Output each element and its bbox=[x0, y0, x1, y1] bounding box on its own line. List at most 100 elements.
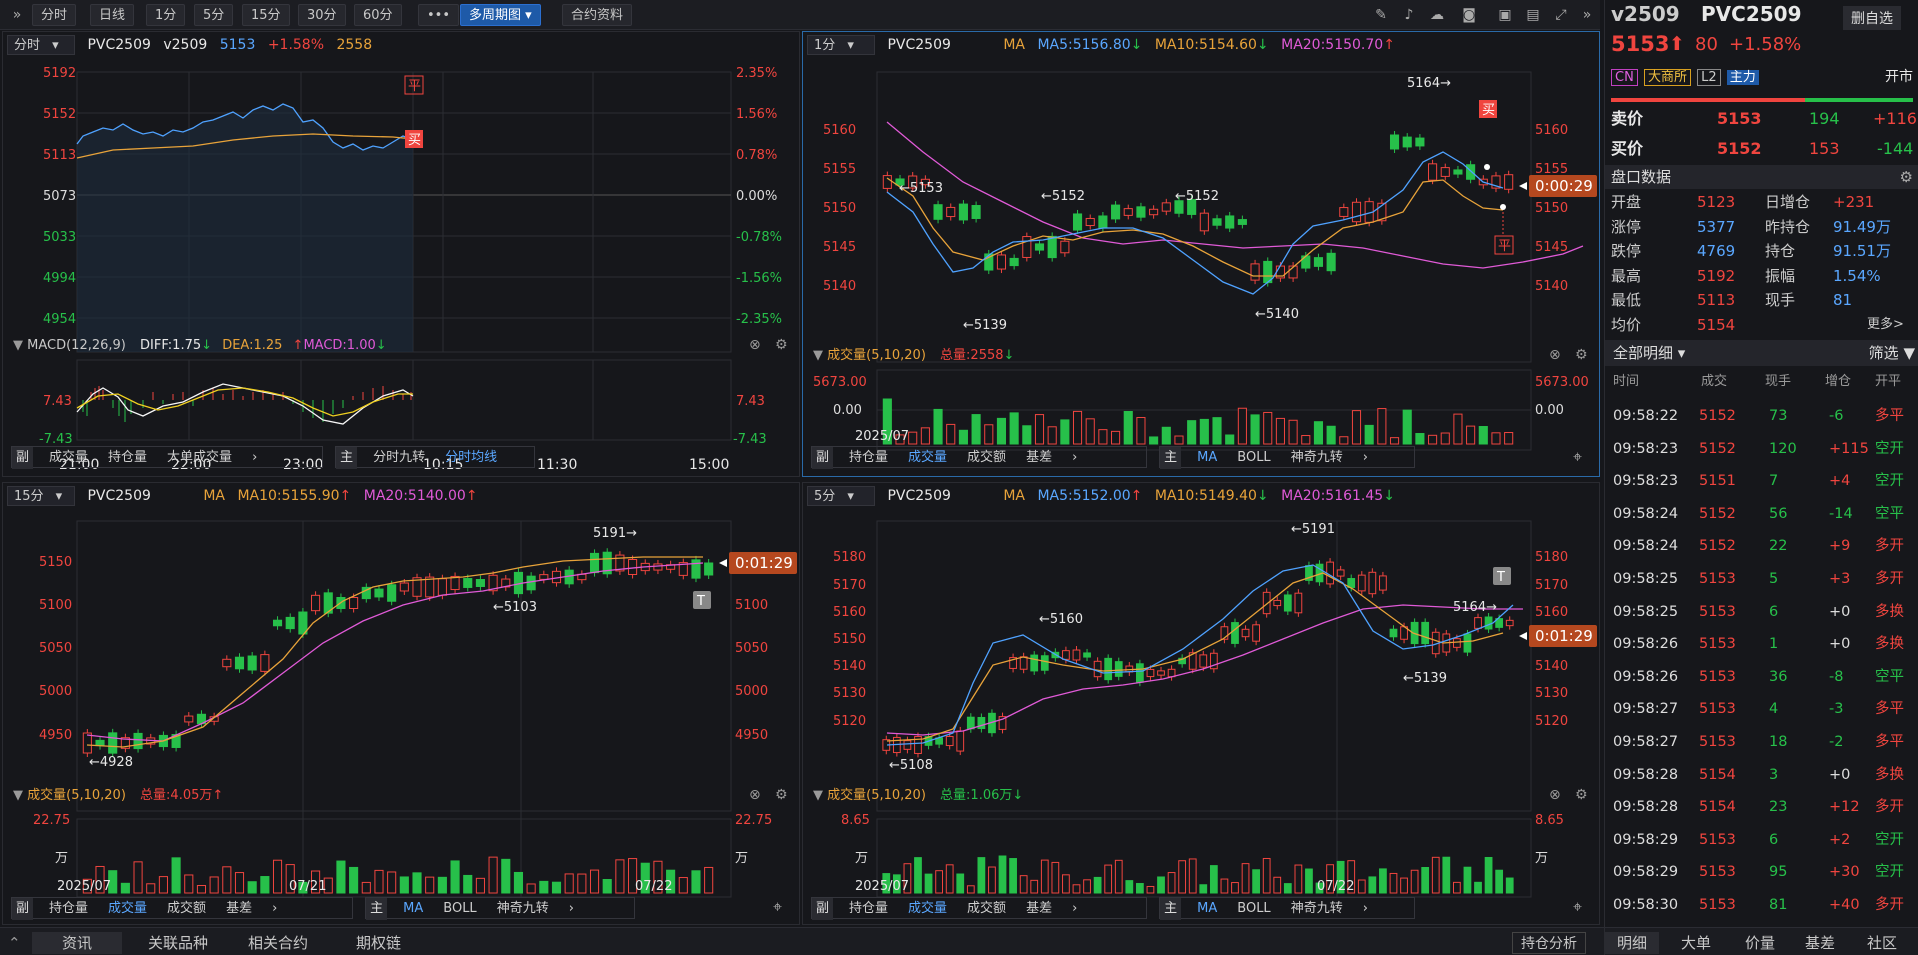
sub-item-volume[interactable]: 成交量 bbox=[908, 901, 948, 916]
period-fenshi[interactable]: 分时 bbox=[32, 4, 77, 26]
trade-row[interactable]: 09:58:28 5154 3 +0 多换 bbox=[1605, 759, 1918, 792]
tab-options[interactable]: 期权链 bbox=[356, 934, 402, 952]
main-item-avg[interactable]: 分时均线 bbox=[445, 450, 498, 465]
chevron-right-icon[interactable]: › bbox=[1072, 450, 1078, 465]
period-1m[interactable]: 1分 bbox=[146, 4, 186, 26]
sub-item-amount[interactable]: 成交额 bbox=[967, 901, 1007, 916]
trade-row[interactable]: 09:58:26 5153 36 -8 空平 bbox=[1605, 661, 1918, 694]
chevron-right-icon[interactable]: › bbox=[1362, 901, 1368, 916]
position-analysis-button[interactable]: 持仓分析 bbox=[1512, 932, 1586, 954]
collapse-icon[interactable]: ▼ bbox=[13, 338, 23, 353]
sub-item-basis[interactable]: 基差 bbox=[226, 901, 253, 916]
period-select[interactable]: 1分 ▾ bbox=[807, 35, 875, 55]
detail-dropdown[interactable]: 全部明细 ▾ bbox=[1613, 344, 1686, 362]
main-item-boll[interactable]: BOLL bbox=[443, 901, 477, 916]
location-pin-icon[interactable]: ⌖ bbox=[1573, 897, 1583, 916]
settings-icon[interactable]: ⚙ bbox=[775, 787, 788, 803]
trade-row[interactable]: 09:58:29 5153 95 +30 空开 bbox=[1605, 856, 1918, 889]
contract-info-button[interactable]: 合约资料 bbox=[562, 4, 633, 26]
settings-icon[interactable]: ⚙ bbox=[775, 337, 788, 353]
trade-row[interactable]: 09:58:25 5153 6 +0 多换 bbox=[1605, 596, 1918, 629]
collapse-up-icon[interactable]: ⌃ bbox=[8, 934, 21, 952]
chevron-right-icon[interactable]: › bbox=[272, 901, 278, 916]
trade-row[interactable]: 09:58:23 5151 7 +4 空开 bbox=[1605, 465, 1918, 498]
collapse-icon[interactable]: ▼ bbox=[813, 348, 823, 363]
trade-row[interactable]: 09:58:22 5152 73 -6 多平 bbox=[1605, 400, 1918, 433]
period-30m[interactable]: 30分 bbox=[298, 4, 346, 26]
close-icon[interactable]: ⊗ bbox=[749, 337, 761, 353]
chevron-right-icon[interactable]: › bbox=[1072, 901, 1078, 916]
kline-5min-chart[interactable]: 5180 5170 5160 5150 5140 5130 5120 5180 5170 516… bbox=[803, 483, 1601, 926]
fullscreen-icon[interactable]: ⤢ bbox=[1555, 7, 1567, 23]
location-pin-icon[interactable]: ⌖ bbox=[773, 897, 783, 916]
save-icon[interactable]: ▣ bbox=[1498, 7, 1512, 23]
intraday-chart[interactable]: 5192 5152 5113 5073 5033 4994 4954 2.35%… bbox=[3, 32, 801, 478]
main-item-ma[interactable]: MA bbox=[1197, 450, 1218, 465]
collapse-right-icon[interactable]: » bbox=[1582, 7, 1592, 23]
tab-contracts[interactable]: 相关合约 bbox=[248, 934, 309, 952]
tab-detail[interactable]: 明细 bbox=[1605, 932, 1660, 954]
main-item-ma[interactable]: MA bbox=[403, 901, 424, 916]
tab-news[interactable]: 资讯 bbox=[32, 932, 123, 954]
trade-row[interactable]: 09:58:29 5153 6 +2 空开 bbox=[1605, 824, 1918, 857]
layout-icon[interactable]: ▤ bbox=[1526, 7, 1540, 23]
trade-row[interactable]: 09:58:24 5152 22 +9 多开 bbox=[1605, 530, 1918, 563]
trade-row[interactable]: 09:58:27 5153 4 -3 多平 bbox=[1605, 693, 1918, 726]
sub-item-amount[interactable]: 成交额 bbox=[167, 901, 207, 916]
main-item-boll[interactable]: BOLL bbox=[1237, 450, 1271, 465]
chevron-right-icon[interactable]: › bbox=[1362, 450, 1368, 465]
main-item-nine[interactable]: 神奇九转 bbox=[496, 901, 549, 916]
close-icon[interactable]: ⊗ bbox=[1549, 347, 1561, 363]
tab-community[interactable]: 社区 bbox=[1867, 934, 1898, 952]
main-item-nine[interactable]: 神奇九转 bbox=[1290, 450, 1343, 465]
tab-basis[interactable]: 基差 bbox=[1805, 934, 1836, 952]
trade-row[interactable]: 09:58:26 5153 1 +0 多换 bbox=[1605, 628, 1918, 661]
tab-related[interactable]: 关联品种 bbox=[148, 934, 209, 952]
period-day[interactable]: 日线 bbox=[90, 4, 135, 26]
chevron-right-icon[interactable]: › bbox=[252, 450, 258, 465]
remove-watchlist-button[interactable]: 删自选 bbox=[1843, 6, 1901, 30]
kline-1min-chart[interactable]: 5160 5155 5150 5145 5140 5160 5155 5150 5145 514… bbox=[803, 32, 1601, 478]
sub-item-basis[interactable]: 基差 bbox=[1026, 450, 1053, 465]
trade-row[interactable]: 09:58:23 5152 120 +115 空开 bbox=[1605, 433, 1918, 466]
expand-left-icon[interactable]: » bbox=[12, 7, 22, 23]
bell-icon[interactable]: ♪ bbox=[1404, 7, 1414, 23]
close-icon[interactable]: ⊗ bbox=[749, 787, 761, 803]
multi-period-dropdown[interactable]: 多周期图 ▾ bbox=[460, 4, 541, 26]
sub-item-basis[interactable]: 基差 bbox=[1026, 901, 1053, 916]
period-select[interactable]: 分时 ▾ bbox=[7, 35, 75, 55]
period-15m[interactable]: 15分 bbox=[242, 4, 290, 26]
sub-item-volume[interactable]: 成交量 bbox=[49, 450, 89, 465]
trade-row[interactable]: 09:58:25 5153 5 +3 多开 bbox=[1605, 563, 1918, 596]
filter-button[interactable]: 筛选 ▼ bbox=[1868, 344, 1915, 362]
cloud-icon[interactable]: ☁ bbox=[1430, 7, 1444, 23]
sub-item-oi[interactable]: 持仓量 bbox=[49, 901, 89, 916]
chevron-right-icon[interactable]: › bbox=[568, 901, 574, 916]
tab-big[interactable]: 大单 bbox=[1681, 934, 1712, 952]
camera-icon[interactable]: ◙ bbox=[1462, 7, 1476, 23]
main-item-ma[interactable]: MA bbox=[1197, 901, 1218, 916]
sub-item-oi[interactable]: 持仓量 bbox=[108, 450, 148, 465]
more-periods-button[interactable]: ••• bbox=[418, 4, 460, 26]
sub-item-oi[interactable]: 持仓量 bbox=[849, 901, 889, 916]
settings-icon[interactable]: ⚙ bbox=[1575, 787, 1588, 803]
trade-row[interactable]: 09:58:30 5153 81 +40 多开 bbox=[1605, 889, 1918, 922]
sub-item-volume[interactable]: 成交量 bbox=[108, 901, 148, 916]
kline-15min-chart[interactable]: 5150 5100 5050 5000 4950 5100 5050 5000 4950 51… bbox=[3, 483, 801, 926]
tab-pricevol[interactable]: 价量 bbox=[1745, 934, 1776, 952]
period-select[interactable]: 15分 ▾ bbox=[7, 486, 75, 506]
collapse-icon[interactable]: ▼ bbox=[813, 788, 823, 803]
period-60m[interactable]: 60分 bbox=[354, 4, 402, 26]
settings-icon[interactable]: ⚙ bbox=[1899, 168, 1913, 186]
period-select[interactable]: 5分 ▾ bbox=[807, 486, 875, 506]
main-item-boll[interactable]: BOLL bbox=[1237, 901, 1271, 916]
sub-item-amount[interactable]: 成交额 bbox=[967, 450, 1007, 465]
location-pin-icon[interactable]: ⌖ bbox=[1573, 447, 1583, 466]
sub-item-volume[interactable]: 成交量 bbox=[908, 450, 948, 465]
trade-row[interactable]: 09:58:27 5153 18 -2 多平 bbox=[1605, 726, 1918, 759]
trade-row[interactable]: 09:58:28 5154 23 +12 多开 bbox=[1605, 791, 1918, 824]
sub-item-bigvol[interactable]: 大单成交量 bbox=[167, 450, 233, 465]
more-link[interactable]: 更多> bbox=[1867, 316, 1904, 332]
collapse-icon[interactable]: ▼ bbox=[13, 788, 23, 803]
main-item-nine[interactable]: 神奇九转 bbox=[1290, 901, 1343, 916]
